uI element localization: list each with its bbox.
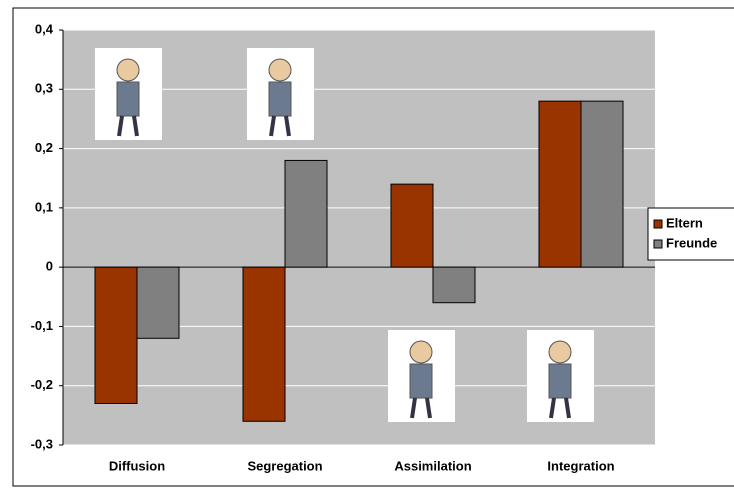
y-tick-label: -0,1 <box>31 318 53 333</box>
illustration-head <box>409 340 433 364</box>
illustration-body <box>409 363 433 399</box>
illustration-leg <box>284 115 291 137</box>
illustration-leg <box>117 115 124 137</box>
bar <box>390 183 434 268</box>
x-tick-label: Assimilation <box>394 458 471 473</box>
bar <box>284 159 328 268</box>
y-tick-label: -0,3 <box>31 436 53 451</box>
illustration-head <box>548 340 572 364</box>
bar <box>432 266 476 304</box>
bar <box>242 266 286 422</box>
illustration-leg <box>564 397 571 419</box>
illustration-leg <box>132 115 139 137</box>
x-tick-label: Integration <box>547 458 614 473</box>
legend-swatch <box>653 239 663 249</box>
illustration-leg <box>425 397 432 419</box>
illustration-leg <box>549 397 556 419</box>
y-tick-label: 0,1 <box>35 199 53 214</box>
legend-swatch <box>653 219 663 229</box>
illustration-body <box>268 81 292 117</box>
y-tick-label: 0,3 <box>35 81 53 96</box>
y-tick-label: -0,2 <box>31 377 53 392</box>
y-tick-label: 0,4 <box>35 21 54 36</box>
legend-box <box>647 207 734 261</box>
illustration-leg <box>410 397 417 419</box>
illustration-body <box>548 363 572 399</box>
illustration-leg <box>269 115 276 137</box>
illustration-head <box>116 58 140 82</box>
x-tick-label: Segregation <box>247 458 322 473</box>
legend-label: Eltern <box>666 215 703 230</box>
illustration-body <box>116 81 140 117</box>
bar <box>136 266 180 339</box>
bar <box>538 100 582 268</box>
bar <box>94 266 138 404</box>
illustration-head <box>268 58 292 82</box>
x-tick-label: Diffusion <box>109 458 165 473</box>
bar <box>580 100 624 268</box>
legend-label: Freunde <box>666 235 717 250</box>
y-tick-label: 0,2 <box>35 140 53 155</box>
y-tick-label: 0 <box>46 259 53 274</box>
